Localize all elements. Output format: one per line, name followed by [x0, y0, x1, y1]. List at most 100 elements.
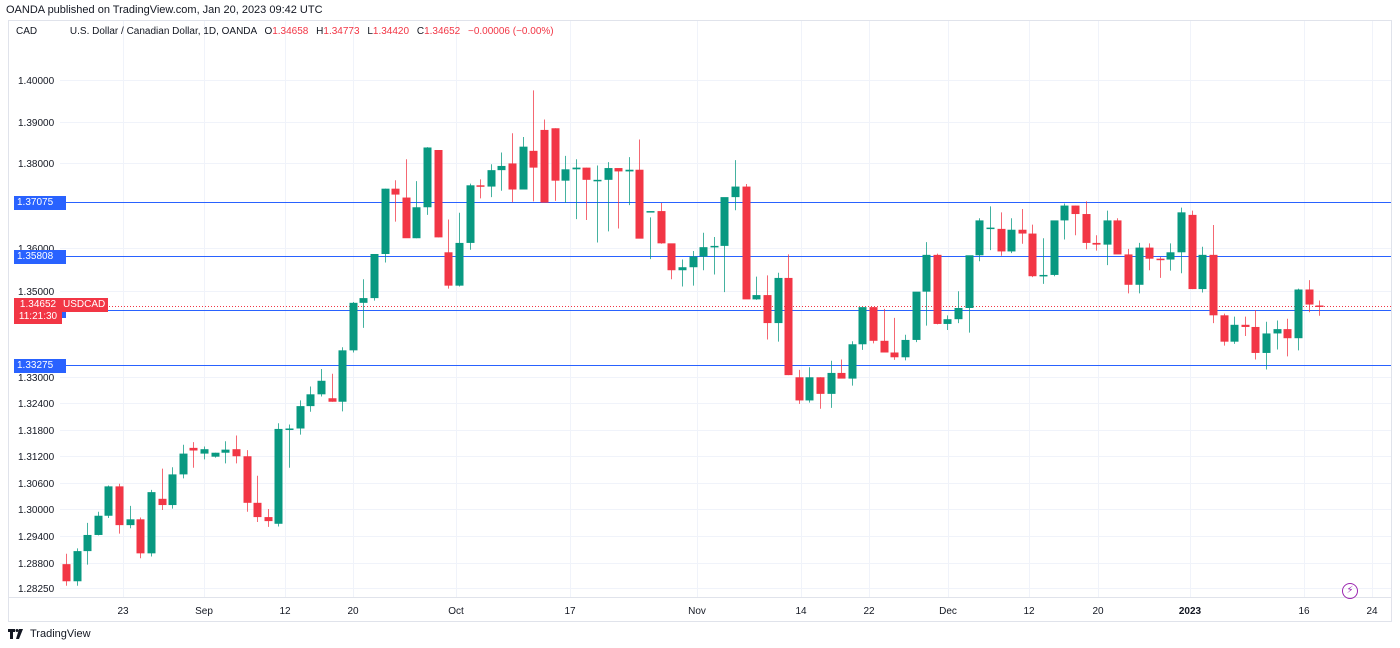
low-label: L: [367, 26, 373, 37]
candle-up: [604, 168, 613, 180]
candle-up: [455, 242, 464, 286]
time-tick-label: 2023: [1179, 606, 1202, 617]
time-tick-label: Dec: [939, 606, 957, 617]
price-tick-label: 1.40000: [18, 76, 55, 87]
candle-down: [1220, 315, 1229, 342]
candle-down: [869, 307, 878, 341]
candle-down: [189, 447, 198, 451]
candle-up: [975, 220, 984, 256]
candle-down: [1283, 329, 1292, 339]
candle-up: [179, 453, 188, 475]
price-tick-label: 1.38000: [18, 159, 55, 170]
candle-down: [635, 169, 644, 239]
candle-up: [1262, 333, 1271, 353]
candle-up: [519, 146, 528, 190]
candle-up: [73, 551, 82, 582]
price-tick-label: 1.33000: [18, 373, 55, 384]
candle-down: [1188, 214, 1197, 290]
time-tick-label: 16: [1298, 606, 1310, 617]
candle-up: [349, 302, 358, 351]
candle-up: [752, 295, 761, 300]
time-tick-label: 22: [863, 606, 875, 617]
horizontal-line-price-tag: 1.35808: [14, 249, 66, 264]
candle-down: [763, 295, 772, 324]
candle-up: [370, 253, 379, 299]
horizontal-line-price-tag: 1.33275: [14, 358, 66, 373]
candle-down: [391, 188, 400, 195]
candle-down: [232, 449, 241, 457]
currency-label: CAD: [16, 26, 38, 37]
time-tick-label: 20: [1092, 606, 1104, 617]
candle-up: [104, 486, 113, 516]
price-tick-label: 1.28250: [18, 584, 55, 595]
candle-up: [901, 339, 910, 358]
candle-down: [253, 502, 262, 518]
open-label: O: [264, 26, 273, 37]
price-tick-label: 1.35000: [18, 287, 55, 298]
high-value: 1.34773: [323, 26, 360, 37]
lightning-icon[interactable]: ⚡: [1342, 583, 1358, 599]
time-tick-label: Nov: [688, 606, 706, 617]
price-tick-label: 1.32400: [18, 399, 55, 410]
candle-down: [115, 486, 124, 526]
candle-down: [476, 185, 485, 187]
candle-up: [986, 227, 995, 230]
candle-down: [1071, 205, 1080, 215]
candle-down: [402, 197, 411, 239]
candle-up: [1039, 274, 1048, 277]
change-value: −0.00006 (−0.00%): [468, 26, 554, 37]
candle-down: [837, 372, 846, 379]
candle-down: [1156, 258, 1165, 261]
bar-countdown: 11:21:30: [18, 311, 58, 322]
candle-up: [147, 492, 156, 554]
candle-up: [572, 167, 581, 170]
tradingview-logo[interactable]: TradingView: [8, 628, 91, 640]
candle-up: [423, 147, 432, 208]
candle-up: [317, 380, 326, 395]
candle-down: [742, 186, 751, 300]
candle-up: [296, 406, 305, 429]
candle-down: [243, 456, 252, 503]
candle-down: [1113, 220, 1122, 255]
candle-up: [381, 188, 390, 254]
candle-down: [1124, 254, 1133, 285]
candle-up: [1273, 329, 1282, 334]
candle-up: [710, 245, 719, 248]
candle-down: [1018, 229, 1027, 234]
candle-up: [625, 169, 634, 172]
time-tick-label: 12: [1023, 606, 1035, 617]
candle-up: [1007, 229, 1016, 252]
candle-up: [1230, 324, 1239, 342]
time-tick-label: 17: [564, 606, 576, 617]
candle-up: [805, 377, 814, 401]
candle-down: [540, 129, 549, 203]
candle-up: [954, 307, 963, 320]
candle-up: [126, 519, 135, 526]
candle-up: [1198, 254, 1207, 290]
candle-down: [1209, 254, 1218, 316]
symbol-legend: CAD U.S. Dollar / Canadian Dollar, 1D, O…: [16, 26, 554, 37]
candle-down: [1028, 233, 1037, 277]
candle-up: [678, 267, 687, 271]
candle-down: [434, 150, 443, 238]
candle-down: [816, 377, 825, 394]
candle-up: [774, 277, 783, 324]
brand-name: TradingView: [30, 628, 91, 640]
candle-down: [444, 252, 453, 286]
candle-down: [1241, 324, 1250, 327]
candle-down: [508, 163, 517, 190]
price-tick-label: 1.28800: [18, 559, 55, 570]
candle-down: [264, 517, 273, 522]
time-tick-label: 12: [279, 606, 291, 617]
candle-up: [1135, 247, 1144, 285]
candle-down: [667, 243, 676, 271]
candle-up: [83, 534, 92, 552]
open-value: 1.34658: [272, 26, 309, 37]
candle-up: [1294, 289, 1303, 339]
time-tick-label: Oct: [448, 606, 464, 617]
chart-frame[interactable]: [8, 20, 1392, 622]
candle-up: [285, 428, 294, 430]
candle-up: [646, 211, 655, 213]
candle-up: [858, 307, 867, 345]
